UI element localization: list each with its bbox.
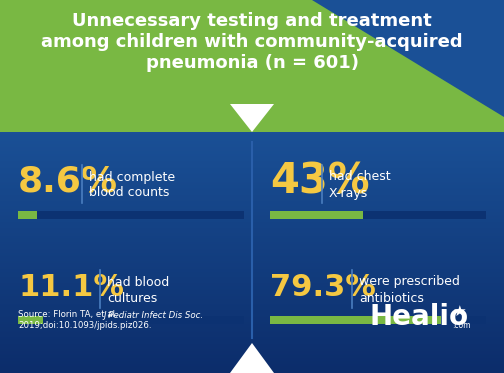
Bar: [18, 316, 43, 324]
Text: antibiotics: antibiotics: [359, 292, 424, 304]
Text: pneumonia (n = 601): pneumonia (n = 601): [146, 54, 358, 72]
Text: J Pediatr Infect Dis Soc.: J Pediatr Infect Dis Soc.: [104, 310, 204, 320]
Text: X-rays: X-rays: [329, 186, 368, 200]
Bar: [18, 316, 244, 324]
Text: Unnecessary testing and treatment: Unnecessary testing and treatment: [72, 12, 432, 30]
Text: among children with community-acquired: among children with community-acquired: [41, 33, 463, 51]
Text: 11.1%: 11.1%: [18, 273, 124, 301]
Polygon shape: [230, 104, 274, 132]
Text: 8.6%: 8.6%: [18, 165, 118, 199]
Text: blood counts: blood counts: [89, 186, 169, 200]
Text: .com: .com: [452, 320, 471, 329]
Text: had chest: had chest: [329, 170, 391, 184]
Text: 2019;doi:10.1093/jpids.piz026.: 2019;doi:10.1093/jpids.piz026.: [18, 322, 152, 330]
Text: 79.3%: 79.3%: [270, 273, 376, 301]
Bar: [270, 316, 442, 324]
Text: had blood: had blood: [107, 276, 169, 288]
Bar: [270, 211, 363, 219]
Text: Healio: Healio: [370, 303, 469, 331]
Bar: [0, 0, 504, 132]
Text: 43%: 43%: [270, 161, 369, 203]
Bar: [18, 211, 37, 219]
Text: were prescribed: were prescribed: [359, 276, 460, 288]
Bar: [270, 211, 486, 219]
Bar: [18, 211, 244, 219]
Bar: [270, 316, 486, 324]
Polygon shape: [312, 0, 504, 117]
Text: Source: Florin TA, et al.: Source: Florin TA, et al.: [18, 310, 120, 320]
Text: cultures: cultures: [107, 292, 157, 304]
Polygon shape: [230, 343, 274, 373]
Text: ★: ★: [452, 304, 466, 319]
Text: had complete: had complete: [89, 170, 175, 184]
